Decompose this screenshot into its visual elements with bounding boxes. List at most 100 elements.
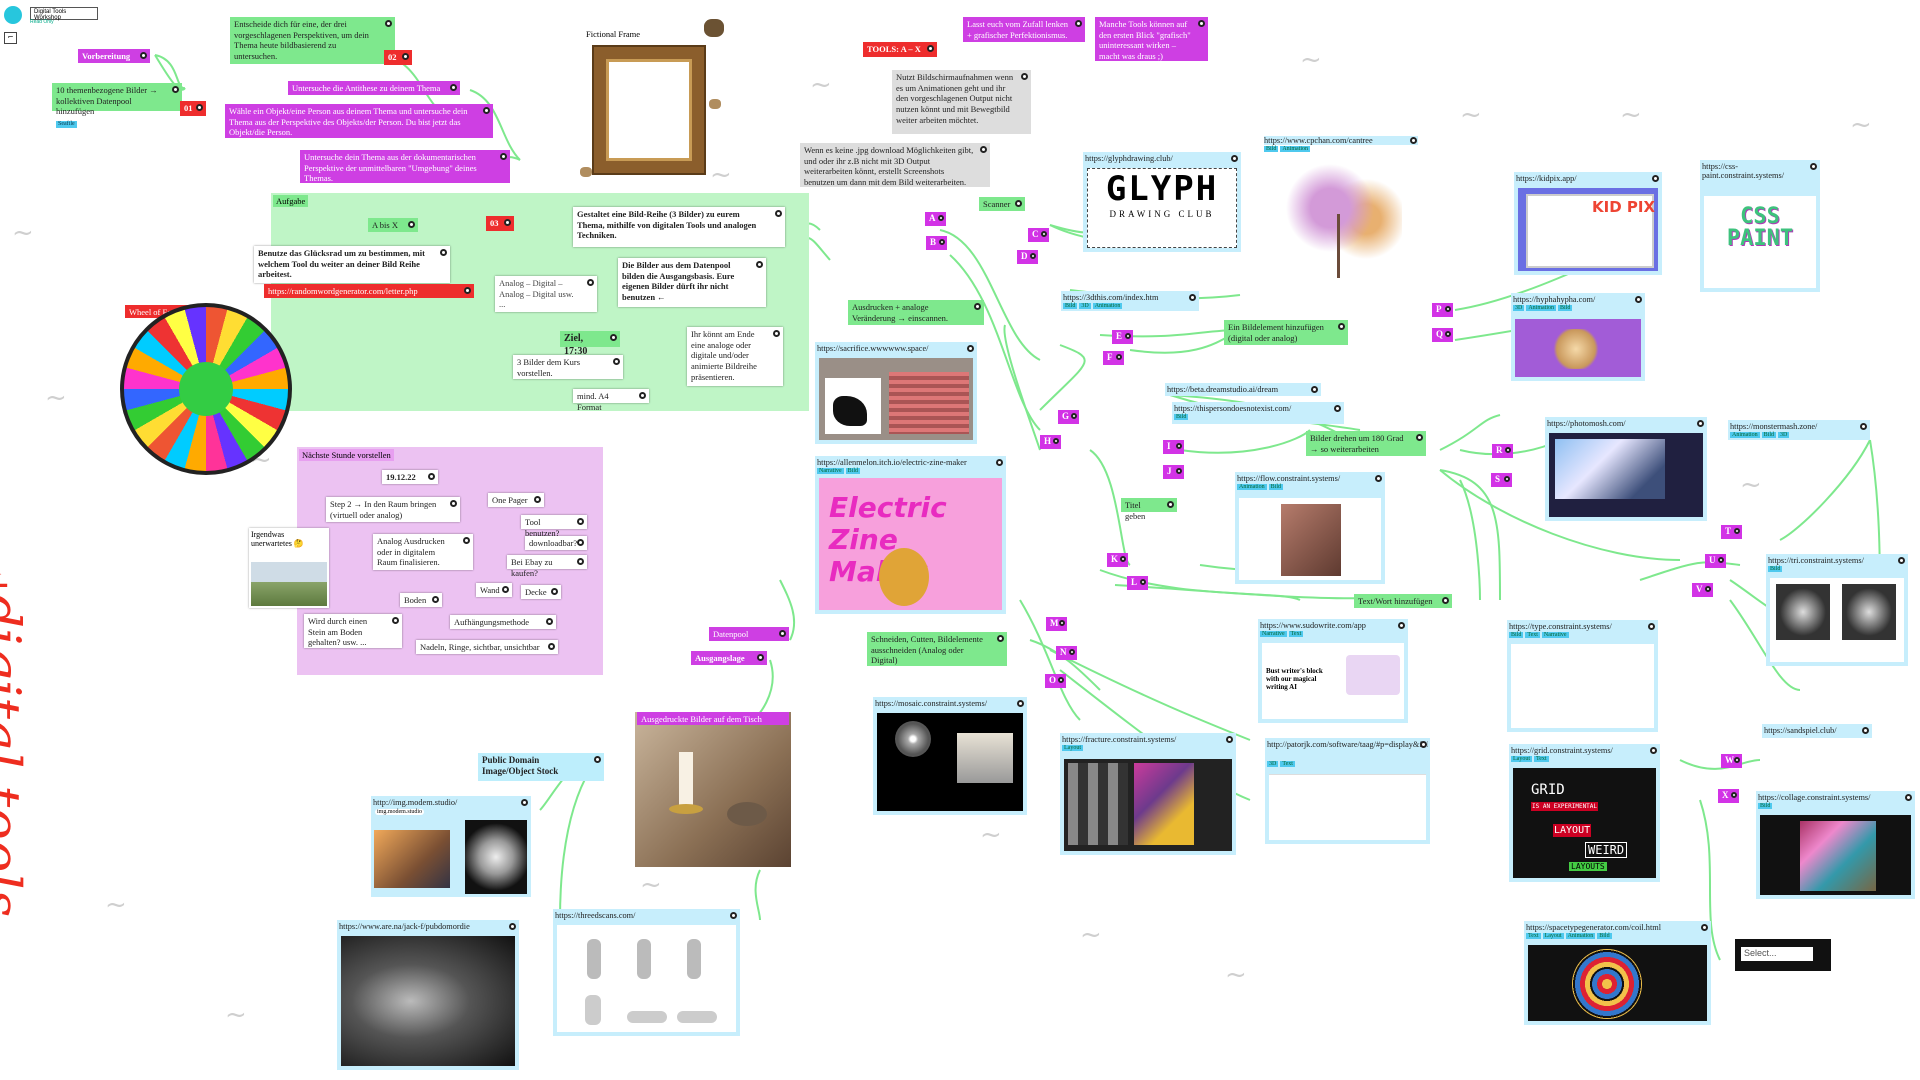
- ausgedruckte-image-card[interactable]: Ausgedruckte Bilder auf dem Tisch: [635, 712, 791, 867]
- bilder-datenpool-card[interactable]: 10 themenbezogene Bilder → kollektiven D…: [52, 83, 182, 129]
- connector-dot[interactable]: [1705, 586, 1711, 592]
- scanner-card[interactable]: Scanner: [979, 197, 1025, 211]
- tool-letter-o[interactable]: O: [1045, 674, 1066, 688]
- connector-dot[interactable]: [1176, 468, 1182, 474]
- connector-dot[interactable]: [1069, 649, 1075, 655]
- ziel-card[interactable]: Ziel, 17:30: [560, 331, 620, 357]
- connector-dot[interactable]: [1058, 677, 1064, 683]
- connector-dot[interactable]: [140, 52, 147, 59]
- modem-link-card[interactable]: http://img.modem.studio/ img.modem.studi…: [371, 796, 531, 897]
- bildelement-card[interactable]: Ein Bildelement hinzufügen (digital oder…: [1224, 320, 1348, 345]
- step-01-badge[interactable]: 01: [180, 101, 206, 116]
- titel-geben-card[interactable]: Titel geben: [1121, 498, 1177, 521]
- wheel-of-fortune[interactable]: [120, 303, 292, 475]
- kidpix-link-card[interactable]: https://kidpix.app/ KID PIX: [1514, 172, 1662, 275]
- monstermash-link-card[interactable]: https://monstermash.zone/ Animation Bild 3…: [1728, 420, 1870, 440]
- objekt-perspektive-card[interactable]: Wähle ein Objekt/eine Person aus deinem …: [225, 104, 493, 138]
- tool-benutzen-card[interactable]: Tool benutzen?: [521, 515, 587, 538]
- patorjk-link-card[interactable]: http://patorjk.com/software/taag/#p=disp…: [1265, 738, 1430, 844]
- sacrifice-link-card[interactable]: https://sacrifice.wwwwww.space/: [815, 342, 977, 444]
- sandspiel-link-card[interactable]: https://sandspiel.club/: [1762, 724, 1872, 738]
- connector-dot[interactable]: [1504, 476, 1510, 482]
- connector-dot[interactable]: [1071, 413, 1077, 419]
- select-dropdown[interactable]: Select...: [1735, 939, 1831, 971]
- connector-dot[interactable]: [938, 215, 944, 221]
- format-card[interactable]: mind. A4 Format: [573, 389, 649, 412]
- wand-card[interactable]: Wand: [476, 583, 512, 597]
- tool-letter-j[interactable]: J: [1163, 465, 1184, 479]
- tool-letter-m[interactable]: M: [1046, 617, 1067, 631]
- tools-ax-card[interactable]: TOOLS: A – X: [863, 42, 937, 57]
- tool-letter-u[interactable]: U: [1705, 554, 1726, 568]
- electric-zine-link-card[interactable]: https://allenmelon.itch.io/electric-zine…: [815, 456, 1006, 614]
- tool-letter-v[interactable]: V: [1692, 583, 1713, 597]
- type-link-card[interactable]: https://type.constraint.systems/ Bild Tex…: [1507, 620, 1658, 732]
- ausgangslage-card[interactable]: Ausgangslage: [691, 651, 767, 665]
- 3dthis-link-card[interactable]: https://3dthis.com/index.htm Bild 3D Anima…: [1061, 291, 1199, 311]
- public-domain-card[interactable]: Public Domain Image/Object Stock: [478, 753, 604, 781]
- decke-card[interactable]: Decke: [521, 585, 561, 599]
- analog-digital-card[interactable]: Analog – Digital – Analog – Digital usw.…: [495, 276, 597, 312]
- date-card[interactable]: 19.12.22: [382, 470, 438, 484]
- connector-dot[interactable]: [1030, 253, 1036, 259]
- drei-bilder-card[interactable]: 3 Bilder dem Kurs vorstellen.: [513, 355, 623, 379]
- tool-letter-e[interactable]: E: [1112, 330, 1133, 344]
- connector-dot[interactable]: [1120, 556, 1126, 562]
- tool-letter-t[interactable]: T: [1721, 525, 1742, 539]
- randomword-link[interactable]: https://randomwordgenerator.com/letter.p…: [264, 284, 474, 298]
- flow-link-card[interactable]: https://flow.constraint.systems/ Animati…: [1235, 472, 1385, 584]
- connector-dot[interactable]: [172, 86, 179, 93]
- tool-letter-w[interactable]: W: [1721, 754, 1742, 768]
- spacetype-link-card[interactable]: https://spacetypegenerator.com/coil.html…: [1524, 921, 1711, 1025]
- tool-letter-r[interactable]: R: [1492, 444, 1513, 458]
- connector-dot[interactable]: [1734, 757, 1740, 763]
- datenpool-seafile-card[interactable]: Datenpool Seafile: [709, 627, 789, 650]
- csspaint-link-card[interactable]: https://css-paint.constraint.systems/ CS…: [1700, 160, 1820, 292]
- tool-letter-k[interactable]: K: [1107, 553, 1128, 567]
- dokumentarische-card[interactable]: Untersuche dein Thema aus der dokumentar…: [300, 150, 510, 183]
- schneiden-card[interactable]: Schneiden, Cutten, Bildelemente ausschne…: [867, 632, 1007, 666]
- tool-letter-d[interactable]: D: [1017, 250, 1038, 264]
- a-bis-x-card[interactable]: A bis X: [368, 218, 418, 232]
- threedscans-link-card[interactable]: https://threedscans.com/: [553, 909, 740, 1036]
- sudowrite-link-card[interactable]: https://www.sudowrite.com/app Narrative T…: [1258, 619, 1408, 723]
- drehen-card[interactable]: Bilder drehen um 180 Grad → so weiterarb…: [1306, 431, 1426, 456]
- tool-letter-i[interactable]: I: [1163, 440, 1184, 454]
- gestaltet-card[interactable]: Gestaltet eine Bild-Reihe (3 Bilder) zu …: [573, 207, 785, 247]
- step2-card[interactable]: Step 2 → In den Raum bringen (virtuell o…: [326, 497, 460, 522]
- board-logo[interactable]: [4, 6, 22, 24]
- thisperson-link-card[interactable]: https://thispersondoesnotexist.com/ Bild: [1172, 402, 1344, 424]
- manche-tools-card[interactable]: Manche Tools können auf den ersten Blick…: [1095, 17, 1208, 61]
- connector-dot[interactable]: [1505, 447, 1511, 453]
- ende-card[interactable]: Ihr könnt am Ende eine analoge oder digi…: [687, 327, 783, 386]
- analog-ausdrucken-card[interactable]: Analog Ausdrucken oder in digitalem Raum…: [373, 534, 473, 570]
- irgendwas-image-card[interactable]: Irgendwas unerwartetes 🤔: [249, 528, 329, 608]
- grid-link-card[interactable]: https://grid.constraint.systems/ Layout T…: [1509, 744, 1660, 882]
- downloadbar-card[interactable]: downloadbar?: [525, 536, 587, 550]
- text-wort-card[interactable]: Text/Wort hinzufügen: [1354, 594, 1452, 608]
- tri-link-card[interactable]: https://tri.constraint.systems/ Bild: [1766, 554, 1908, 666]
- tool-letter-s[interactable]: S: [1491, 473, 1512, 487]
- jpg-download-card[interactable]: Wenn es keine .jpg download Möglichkeite…: [800, 143, 990, 187]
- mosaic-link-card[interactable]: https://mosaic.constraint.systems/: [873, 697, 1027, 815]
- gluecksrad-card[interactable]: Benutze das Glücksrad um zu bestimmen, m…: [254, 246, 450, 283]
- connector-dot[interactable]: [1734, 528, 1740, 534]
- bildschirmaufnahmen-card[interactable]: Nutzt Bildschirmaufnahmen wenn es um Ani…: [892, 70, 1031, 134]
- boden-card[interactable]: Boden: [400, 593, 442, 607]
- tool-letter-x[interactable]: X: [1718, 789, 1739, 803]
- connector-dot[interactable]: [1053, 438, 1059, 444]
- connector-dot[interactable]: [1041, 231, 1047, 237]
- entscheide-card[interactable]: Entscheide dich für eine, der drei vorge…: [230, 17, 395, 64]
- stein-card[interactable]: Wird durch einen Stein am Boden gehalten…: [304, 614, 402, 648]
- antithese-card[interactable]: Untersuche die Antithese zu deinem Thema: [288, 81, 460, 95]
- glyphdrawing-link-card[interactable]: https://glyphdrawing.club/ GLYPH DRAWING…: [1083, 152, 1241, 252]
- tool-letter-h[interactable]: H: [1040, 435, 1061, 449]
- vorbereitung-card[interactable]: Vorbereitung: [78, 49, 150, 63]
- board-title-box[interactable]: Digital Tools Workshop: [30, 7, 98, 21]
- tool-letter-a[interactable]: A: [925, 212, 946, 226]
- fictional-frame-image[interactable]: Fictional Frame: [576, 17, 736, 177]
- tool-letter-b[interactable]: B: [926, 236, 947, 250]
- collage-link-card[interactable]: https://collage.constraint.systems/ Bild: [1756, 791, 1915, 899]
- tool-letter-l[interactable]: L: [1127, 576, 1148, 590]
